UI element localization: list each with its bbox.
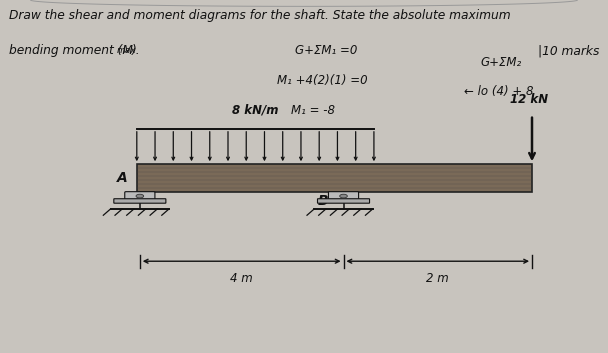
FancyBboxPatch shape <box>114 199 166 203</box>
Text: Draw the shear and moment diagrams for the shaft. State the absolute maximum: Draw the shear and moment diagrams for t… <box>9 9 511 22</box>
Text: M₁ +4(2)(1) =0: M₁ +4(2)(1) =0 <box>277 74 367 87</box>
Ellipse shape <box>340 194 347 198</box>
Text: G+ΣM₁ =0: G+ΣM₁ =0 <box>295 44 358 57</box>
Text: |10 marks: |10 marks <box>537 44 599 57</box>
Ellipse shape <box>136 194 143 198</box>
FancyBboxPatch shape <box>328 192 359 200</box>
Text: A: A <box>117 171 128 185</box>
Text: 4 m: 4 m <box>230 272 253 285</box>
Text: G+ΣM₂: G+ΣM₂ <box>480 56 522 70</box>
Text: ← lo (4) + 8: ← lo (4) + 8 <box>464 85 533 98</box>
Text: 12 kN: 12 kN <box>510 93 548 106</box>
Text: M₁ = -8: M₁ = -8 <box>291 104 334 117</box>
Text: max: max <box>117 46 136 55</box>
Text: B: B <box>318 194 328 208</box>
Text: 2 m: 2 m <box>426 272 449 285</box>
Text: 8 kN/m: 8 kN/m <box>232 103 278 116</box>
FancyBboxPatch shape <box>125 192 155 200</box>
FancyBboxPatch shape <box>317 199 370 203</box>
Bar <box>137 164 532 192</box>
Text: bending moment (M: bending moment (M <box>9 44 133 57</box>
Text: ).: ). <box>132 44 140 57</box>
